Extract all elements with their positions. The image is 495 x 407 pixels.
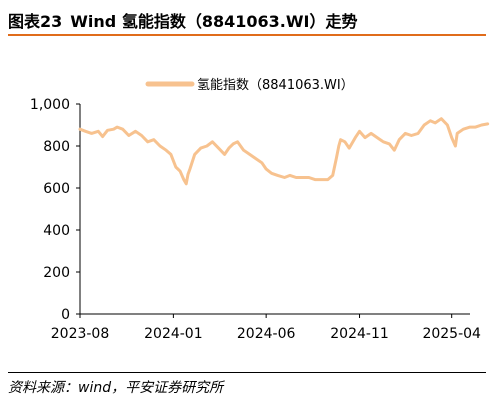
series-line [78, 117, 490, 186]
source-note: 资料来源：wind，平安证券研究所 [8, 372, 486, 397]
legend-label: 氢能指数（8841063.WI） [197, 78, 354, 93]
x-ticks: 2023-08 2024-01 2024-06 2024-11 2025-04 [51, 314, 481, 342]
x-tick-label: 2024-06 [237, 326, 296, 342]
figure-number: 图表23 [8, 12, 63, 31]
y-tick-label: 400 [43, 223, 70, 239]
x-tick-label: 2023-08 [51, 326, 110, 342]
x-tick-label: 2024-11 [330, 326, 389, 342]
y-tick-label: 0 [61, 307, 70, 323]
y-tick-label: 600 [43, 181, 70, 197]
y-ticks: 0 200 400 600 800 1,000 [30, 97, 80, 323]
figure-title: Wind 氢能指数（8841063.WI）走势 [70, 12, 358, 31]
x-tick-label: 2024-01 [144, 326, 203, 342]
line-chart: 氢能指数（8841063.WI） 0 200 400 600 800 1,000 2023… [30, 78, 490, 342]
x-tick-label: 2025-04 [422, 326, 481, 342]
figure-header: 图表23 Wind 氢能指数（8841063.WI）走势 [8, 6, 486, 36]
legend: 氢能指数（8841063.WI） [145, 78, 354, 93]
y-tick-label: 800 [43, 139, 70, 155]
y-tick-label: 200 [43, 265, 70, 281]
chart-area: 氢能指数（8841063.WI） 0 200 400 600 800 1,000 2023… [0, 38, 495, 350]
y-tick-label: 1,000 [30, 97, 70, 113]
axes [79, 104, 470, 315]
